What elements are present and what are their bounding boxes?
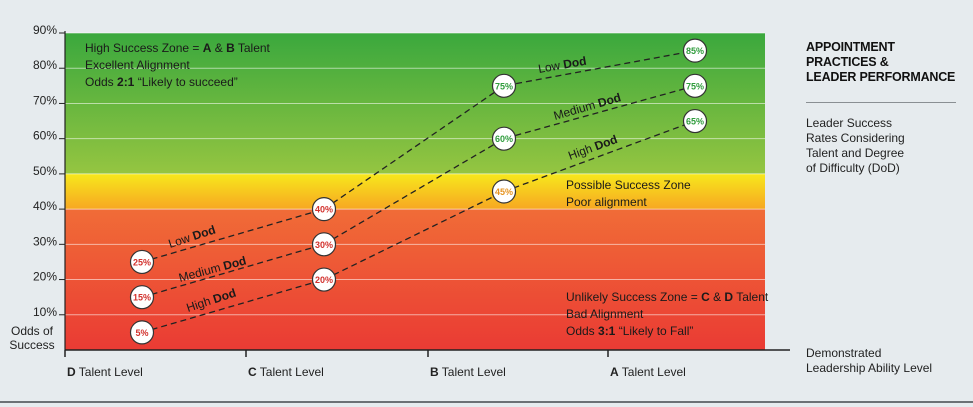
data-point (682, 108, 708, 134)
data-label: 85% (686, 46, 704, 56)
zone-text-layer: High Success Zone = A & B Talent Excellen… (85, 41, 769, 338)
data-point (129, 249, 155, 275)
zone-text-possible: Poor alignment (566, 195, 647, 209)
data-point (129, 285, 155, 310)
data-label: 20% (315, 275, 333, 285)
x-tick-label: C Talent Level (248, 365, 324, 379)
zone-text-unlikely: Odds 3:1 “Likely to Fall” (566, 324, 693, 338)
data-label: 60% (495, 134, 513, 144)
y-tick-label: 10% (33, 305, 57, 319)
data-point (491, 73, 517, 98)
zone-text-high: Excellent Alignment (85, 58, 190, 72)
x-axis-title: Demonstrated Leadership Ability Level (806, 346, 966, 376)
chart-title-line2: PRACTICES & (806, 55, 889, 69)
y-axis-title-line1: Odds of (10, 324, 54, 338)
data-point (311, 267, 337, 292)
data-point (682, 73, 708, 98)
zone-text-high: High Success Zone = A & B Talent (85, 41, 271, 55)
x-tick-label: D Talent Level (67, 365, 143, 379)
zone-text-high: Odds 2:1 “Likely to succeed” (85, 75, 238, 89)
y-axis-title: Odds of Success (6, 324, 58, 352)
zone-text-possible: Possible Success Zone (566, 178, 691, 192)
x-axis-title-line1: Demonstrated (806, 346, 882, 360)
chart-title: APPOINTMENT PRACTICES & LEADER PERFORMAN… (806, 40, 971, 85)
x-tick-label: B Talent Level (430, 365, 506, 379)
chart-subtitle-line1: Leader Success (806, 116, 893, 130)
y-tick-label: 50% (33, 164, 57, 178)
y-tick-label: 70% (33, 93, 57, 107)
y-tick-label: 20% (33, 270, 57, 284)
title-divider (806, 102, 956, 103)
data-point (491, 179, 517, 204)
chart-subtitle-line2: Rates Considering (806, 131, 905, 145)
axes-layer: 10% 20% 30% 40% 50% 60% 70% 80% 90% D Talent Leve… (33, 23, 790, 379)
y-tick-label: 60% (33, 129, 57, 143)
chart-subtitle-line3: Talent and Degree (806, 146, 905, 160)
series-label: Low Dod (537, 54, 587, 76)
data-label: 15% (133, 293, 151, 303)
data-point (311, 197, 337, 222)
grid-layer (65, 32, 765, 316)
chart-title-line3: LEADER PERFORMANCE (806, 70, 956, 84)
y-tick-label: 90% (33, 23, 57, 37)
chart-subtitle-line4: of Difficulty (DoD) (806, 161, 900, 175)
data-point (491, 126, 517, 151)
y-axis-title-line2: Success (9, 338, 55, 352)
zone-text-unlikely: Unlikely Success Zone = C & D Talent (566, 290, 769, 304)
data-point (682, 38, 708, 63)
x-axis-title-line2: Leadership Ability Level (806, 361, 933, 375)
data-label: 5% (135, 328, 148, 338)
data-point (129, 320, 155, 345)
data-label: 75% (686, 81, 704, 91)
data-point (311, 232, 337, 257)
data-label: 65% (686, 117, 704, 127)
data-label: 30% (315, 240, 333, 250)
series-line (141, 120, 696, 334)
y-tick-label: 40% (33, 199, 57, 213)
series-line (141, 85, 696, 298)
x-tick-label: A Talent Level (610, 365, 686, 379)
y-tick-label: 30% (33, 234, 57, 248)
series-line (141, 49, 696, 263)
chart-title-line1: APPOINTMENT (806, 40, 895, 54)
chart-subtitle: Leader Success Rates Considering Talent … (806, 116, 956, 176)
data-label: 25% (133, 257, 151, 267)
zone-text-unlikely: Bad Alignment (566, 307, 644, 321)
data-label: 45% (495, 187, 513, 197)
data-label: 40% (315, 205, 333, 215)
data-label: 75% (495, 81, 513, 91)
y-tick-label: 80% (33, 58, 57, 72)
bottom-divider (0, 401, 973, 403)
